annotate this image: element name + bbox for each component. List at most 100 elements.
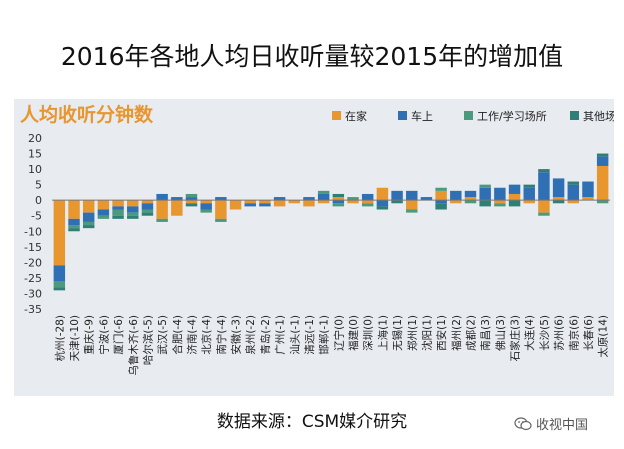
x-tick-label: 泉州(-2) <box>244 315 257 355</box>
bar-segment <box>523 200 535 204</box>
watermark-text: 收视中国 <box>536 418 589 433</box>
bar-segment <box>112 215 124 219</box>
bar-segment <box>347 197 359 201</box>
bar-segment <box>552 178 565 198</box>
x-tick-label: 西安(1) <box>435 315 448 351</box>
bar-segment <box>215 200 227 219</box>
x-tick-label: 厦门(-6) <box>112 315 125 355</box>
bar-segment <box>596 165 609 201</box>
bar-segment <box>479 184 491 188</box>
x-tick-label: 苏州(6) <box>553 315 566 351</box>
bar-segment <box>596 156 609 166</box>
bar-segment <box>376 206 389 210</box>
bar-segment <box>479 187 491 201</box>
bar-segment <box>127 200 139 207</box>
x-tick-label: 上海(1) <box>376 315 389 351</box>
bar-segment <box>127 206 139 213</box>
bar-marks <box>53 153 609 291</box>
x-tick-label: 乌鲁木齐(-6) <box>127 315 140 376</box>
watermark: 收视中国 <box>514 414 588 433</box>
bar-segment <box>420 197 433 201</box>
x-tick-label: 济南(-4) <box>186 315 199 355</box>
bar-segment <box>596 153 609 157</box>
bar-segment <box>273 200 286 207</box>
bar-segment <box>332 200 345 204</box>
chart-panel: 人均收听分钟数 在家 车上 工作/学习场所 其他场所 20 15 10 5 0 -5 -10 -15… <box>14 99 614 396</box>
x-tick-label: 合肥(-4) <box>171 315 184 355</box>
legend-swatch <box>464 111 473 120</box>
y-tick-label: -10 <box>24 225 42 238</box>
bar-segment <box>347 200 359 204</box>
bar-segment <box>450 200 462 204</box>
x-tick-label: 南京(6) <box>567 315 580 351</box>
bar-segment <box>53 287 66 291</box>
bar-segment <box>567 181 580 185</box>
x-axis-labels: 杭州(-28) 天津(-10) 重庆(-9) 宁波(-6) 厦门(-6) 乌鲁木齐(-6)… <box>53 315 609 376</box>
x-tick-label: 广州(-1) <box>275 315 287 355</box>
bar-segment <box>552 197 565 201</box>
bar-segment <box>406 209 418 213</box>
bar-segment <box>171 200 183 216</box>
bar-segment <box>185 193 198 198</box>
x-tick-label: 郑州(1) <box>406 315 419 351</box>
x-tick-label: 佛山(3) <box>494 315 507 351</box>
x-tick-label: 福州(2) <box>450 315 463 351</box>
bar-segment <box>317 200 330 204</box>
bar-segment <box>317 190 330 194</box>
x-tick-label: 福建(0) <box>347 315 360 351</box>
bar-segment <box>567 200 580 204</box>
bar-segment <box>567 184 580 201</box>
y-tick-label: -5 <box>31 210 42 223</box>
bar-segment <box>141 200 154 204</box>
bar-segment <box>82 221 95 226</box>
y-tick-label: -15 <box>24 241 42 254</box>
bar-segment <box>523 184 535 188</box>
legend-label: 车上 <box>411 109 433 123</box>
bar-segment <box>450 190 462 201</box>
bar-segment <box>508 200 521 207</box>
bar-segment <box>479 200 491 207</box>
bar-segment <box>494 187 506 201</box>
legend-swatch <box>570 111 579 120</box>
bar-segment <box>508 193 521 201</box>
bar-segment <box>53 200 66 266</box>
x-tick-label: 清远(-1) <box>303 315 316 355</box>
bar-segment <box>494 203 506 207</box>
bar-segment <box>141 209 154 213</box>
bar-segment <box>435 200 447 204</box>
bar-segment <box>215 218 227 222</box>
bar-segment <box>185 200 198 204</box>
legend-swatch <box>332 111 341 120</box>
y-tick-label: -25 <box>24 272 42 285</box>
bar-segment <box>464 190 477 198</box>
bar-segment <box>97 215 110 219</box>
legend-swatch <box>398 111 407 120</box>
x-tick-label: 无锡(1) <box>391 315 404 351</box>
x-tick-label: 汕头(-1) <box>289 315 301 355</box>
bar-segment <box>259 203 271 207</box>
y-tick-label: 10 <box>28 163 42 176</box>
bar-segment <box>538 172 550 201</box>
bar-segment <box>68 225 80 229</box>
x-tick-label: 辽宁(0) <box>332 315 345 351</box>
bar-segment <box>303 197 315 201</box>
bar-segment <box>200 209 212 213</box>
bar-segment <box>332 193 345 198</box>
bar-segment <box>582 197 594 201</box>
bar-segment <box>376 187 389 201</box>
bar-segment <box>317 193 330 201</box>
stacked-bar-chart: 人均收听分钟数 在家 车上 工作/学习场所 其他场所 20 15 10 5 0 -5 -10 -15… <box>20 103 614 376</box>
x-tick-label: 武汉(-5) <box>156 315 169 355</box>
x-tick-label: 邯郸(-1) <box>318 315 331 355</box>
x-tick-label: 北京(-4) <box>200 315 213 355</box>
y-tick-label: -30 <box>24 287 42 300</box>
bar-segment <box>68 200 80 219</box>
legend-label: 其他场所 <box>583 109 614 123</box>
bar-segment <box>361 200 374 204</box>
legend-label: 在家 <box>345 109 367 123</box>
bar-segment <box>68 218 80 226</box>
bar-segment <box>82 225 95 229</box>
bar-segment <box>97 209 110 216</box>
x-tick-label: 安徽(-3) <box>230 315 243 355</box>
bar-segment <box>112 206 124 210</box>
